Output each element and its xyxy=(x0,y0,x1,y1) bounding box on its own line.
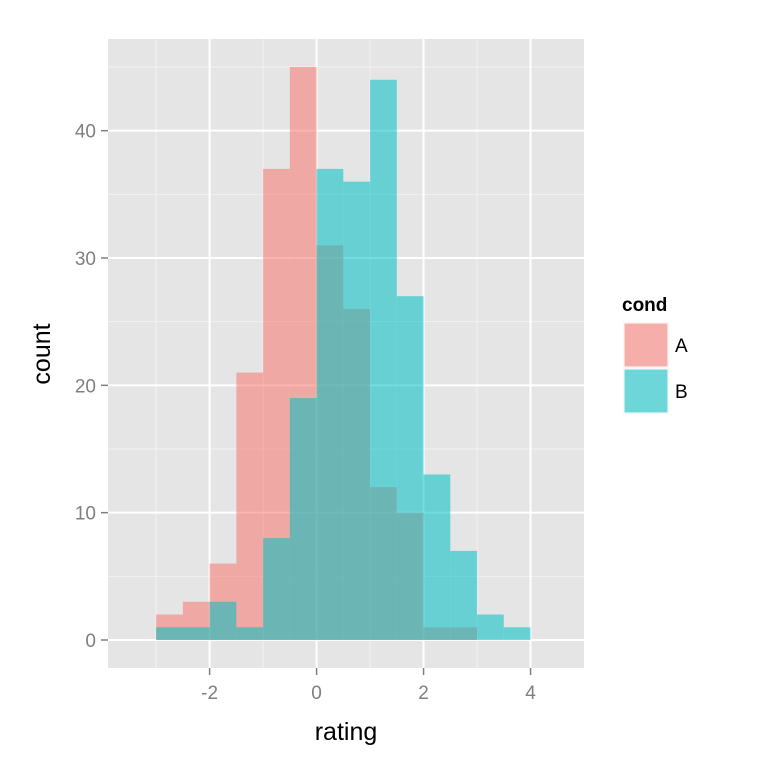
bar-b xyxy=(370,79,397,640)
bar-b xyxy=(503,627,531,640)
bar-b xyxy=(263,538,290,640)
x-axis-ticks: -2 0 2 4 xyxy=(201,668,536,704)
y-tick-label: 20 xyxy=(75,376,96,397)
bar-b xyxy=(343,181,371,640)
bar-b xyxy=(289,398,317,640)
legend-item-b: B xyxy=(623,368,688,414)
legend-title: cond xyxy=(622,295,667,316)
legend-label: A xyxy=(675,336,688,357)
legend-item-a: A xyxy=(623,322,688,368)
bar-b xyxy=(316,168,344,640)
legend-swatch xyxy=(623,368,669,414)
legend-label: B xyxy=(675,382,688,403)
legend-items: AB xyxy=(623,322,688,414)
bar-b xyxy=(477,614,504,640)
y-tick-label: 10 xyxy=(75,504,96,525)
x-axis-title: rating xyxy=(315,718,378,746)
y-axis-title: count xyxy=(28,323,56,384)
legend: cond AB xyxy=(622,295,688,414)
bar-b xyxy=(450,550,478,640)
x-tick-label: -2 xyxy=(201,683,218,704)
bar-a xyxy=(236,372,264,640)
legend-swatch xyxy=(623,322,669,368)
bar-b xyxy=(236,627,264,640)
histogram-bars xyxy=(156,67,531,640)
y-tick-label: 40 xyxy=(75,122,96,143)
x-tick-label: 4 xyxy=(525,683,536,704)
bar-b xyxy=(423,474,451,640)
x-tick-label: 0 xyxy=(311,683,322,704)
x-tick-label: 2 xyxy=(418,683,429,704)
bar-b xyxy=(156,627,183,640)
y-axis-ticks: 0 10 20 30 40 xyxy=(75,122,108,652)
y-tick-label: 0 xyxy=(85,631,96,652)
bar-b xyxy=(182,627,210,640)
bar-b xyxy=(396,296,424,640)
bar-b xyxy=(209,601,237,640)
y-tick-label: 30 xyxy=(75,249,96,270)
